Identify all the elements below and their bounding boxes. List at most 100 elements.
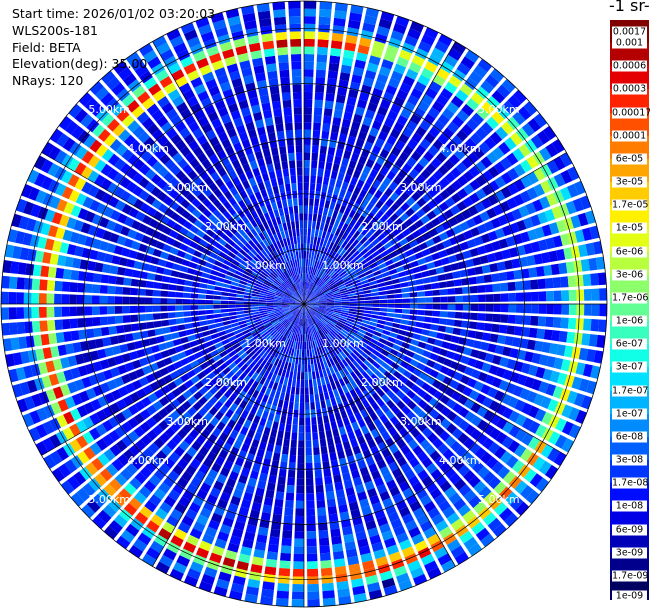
range-gate-cell — [450, 440, 462, 453]
range-gate-cell — [333, 435, 342, 445]
range-gate-cell — [427, 145, 440, 157]
range-gate-cell — [283, 280, 290, 288]
range-gate-cell — [410, 427, 421, 439]
range-gate-cell — [287, 323, 293, 331]
range-gate-cell — [386, 544, 400, 556]
range-gate-cell — [311, 275, 315, 283]
range-gate-cell — [264, 323, 273, 329]
range-gate-cell — [376, 155, 386, 166]
range-gate-cell — [220, 296, 229, 301]
range-gate-cell — [332, 364, 339, 373]
range-gate-cell — [213, 290, 222, 296]
range-gate-cell — [347, 344, 355, 352]
range-gate-cell — [561, 438, 574, 453]
range-gate-cell — [401, 163, 413, 174]
range-gate-cell — [213, 300, 221, 304]
range-gate-cell — [372, 40, 386, 51]
range-gate-cell — [81, 504, 96, 519]
range-gate-cell — [394, 298, 403, 303]
range-gate-cell — [217, 34, 231, 45]
range-gate-cell — [354, 377, 362, 386]
range-gate-cell — [257, 480, 267, 490]
range-gate-cell — [123, 134, 137, 147]
range-gate-cell — [460, 355, 470, 365]
range-gate-cell — [243, 234, 251, 243]
range-gate-cell — [388, 37, 402, 49]
range-gate-cell — [395, 499, 408, 511]
range-gate-cell — [201, 272, 210, 279]
range-gate-cell — [457, 188, 468, 200]
range-gate-cell — [182, 299, 191, 304]
range-gate-cell — [128, 371, 138, 382]
range-gate-cell — [414, 540, 428, 552]
range-gate-cell — [318, 537, 330, 546]
range-gate-cell — [238, 338, 247, 346]
range-gate-cell — [349, 12, 363, 22]
range-gate-cell — [331, 234, 338, 243]
range-gate-cell — [320, 282, 327, 289]
range-gate-cell — [279, 255, 286, 264]
range-gate-cell — [440, 406, 452, 417]
range-gate-cell — [464, 49, 480, 64]
range-gate-cell — [322, 344, 329, 353]
range-gate-cell — [341, 305, 350, 309]
range-gate-cell — [158, 408, 169, 419]
range-gate-cell — [131, 219, 142, 231]
range-gate-cell — [51, 211, 63, 225]
range-gate-cell — [477, 313, 486, 321]
range-gate-cell — [459, 530, 474, 544]
range-gate-cell — [300, 289, 303, 297]
range-gate-cell — [498, 141, 511, 155]
range-gate-cell — [205, 299, 214, 304]
range-gate-cell — [273, 414, 281, 423]
range-gate-cell — [223, 342, 232, 350]
range-gate-cell — [348, 313, 356, 318]
range-gate-cell — [574, 229, 585, 243]
range-gate-cell — [186, 246, 196, 255]
range-gate-cell — [342, 251, 350, 259]
range-ring-label: 2.00km — [205, 376, 247, 389]
range-gate-cell — [351, 469, 361, 480]
range-gate-cell — [279, 247, 285, 256]
range-gate-cell — [364, 480, 375, 491]
range-gate-cell — [434, 493, 447, 506]
range-gate-cell — [330, 40, 343, 50]
range-gate-cell — [186, 354, 197, 363]
range-gate-cell — [192, 401, 203, 412]
range-gate-cell — [325, 293, 333, 297]
range-gate-cell — [305, 455, 313, 464]
range-gate-cell — [206, 165, 216, 176]
range-gate-cell — [97, 488, 112, 503]
range-gate-cell — [220, 263, 230, 271]
range-gate-cell — [273, 322, 281, 328]
range-gate-cell — [416, 388, 427, 398]
range-gate-cell — [353, 263, 361, 271]
range-gate-cell — [238, 283, 247, 289]
range-gate-cell — [428, 80, 442, 93]
range-gate-cell — [312, 285, 319, 293]
range-gate-cell — [95, 144, 108, 158]
range-gate-cell — [292, 568, 304, 577]
range-gate-cell — [439, 189, 450, 200]
range-gate-cell — [102, 504, 117, 518]
range-gate-cell — [183, 311, 191, 317]
range-gate-cell — [226, 270, 235, 277]
range-gate-cell — [405, 379, 415, 389]
range-gate-cell — [147, 392, 158, 404]
range-gate-cell — [111, 255, 121, 265]
range-gate-cell — [326, 267, 333, 275]
range-gate-cell — [298, 432, 304, 441]
range-gate-cell — [288, 229, 293, 238]
range-gate-cell — [212, 337, 221, 345]
range-gate-cell — [396, 456, 408, 467]
range-gate-cell — [417, 451, 428, 462]
range-gate-cell — [318, 296, 326, 300]
range-gate-cell — [302, 266, 304, 274]
range-gate-cell — [283, 438, 290, 448]
range-gate-cell — [512, 89, 527, 104]
range-gate-cell — [285, 312, 292, 318]
range-gate-cell — [325, 491, 335, 500]
range-gate-cell — [390, 103, 402, 114]
range-gate-cell — [311, 259, 316, 268]
range-gate-cell — [276, 240, 282, 249]
